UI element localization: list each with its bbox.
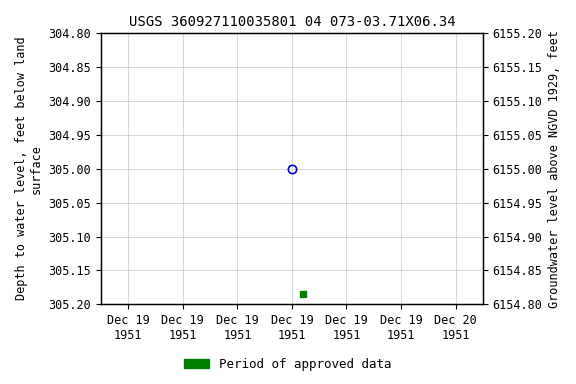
Title: USGS 360927110035801 04 073-03.71X06.34: USGS 360927110035801 04 073-03.71X06.34 (128, 15, 455, 29)
Y-axis label: Depth to water level, feet below land
surface: Depth to water level, feet below land su… (15, 37, 43, 301)
Legend: Period of approved data: Period of approved data (179, 353, 397, 376)
Y-axis label: Groundwater level above NGVD 1929, feet: Groundwater level above NGVD 1929, feet (548, 30, 561, 308)
